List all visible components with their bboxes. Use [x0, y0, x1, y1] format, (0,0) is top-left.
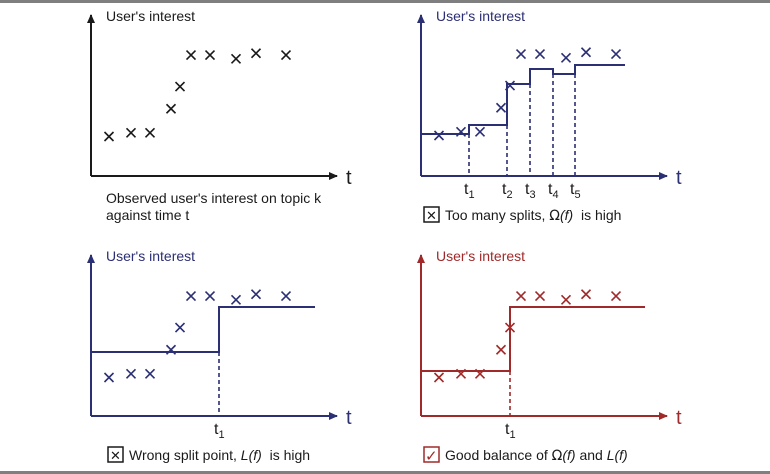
- caption-arg: (f): [562, 447, 575, 463]
- step-function: [421, 306, 645, 372]
- caption-arg-2: (f): [615, 447, 628, 463]
- x-axis-label: t: [676, 167, 682, 189]
- caption-line-2: against time t: [106, 207, 189, 223]
- caption-suffix: is high: [262, 447, 310, 463]
- split-label-4: t4: [548, 181, 559, 201]
- data-point-marker: [515, 49, 527, 60]
- svg-text:Wrong split point, L(f) is hi: Wrong split point, L(f) is high: [129, 447, 310, 463]
- x-axis-label: t: [346, 167, 352, 189]
- data-points: [433, 289, 622, 383]
- data-point-marker: [230, 53, 242, 64]
- data-point-marker: [560, 52, 572, 63]
- caption: ✕ Wrong split point, L(f) is high: [107, 446, 310, 464]
- panel-observed: User's interest t Observed user's intere…: [87, 8, 352, 223]
- split-label-1: t1: [214, 421, 225, 441]
- cross-checkbox: [423, 206, 440, 223]
- data-point-marker: [174, 81, 186, 92]
- data-point-marker: [230, 294, 242, 305]
- data-point-marker: [280, 50, 292, 61]
- data-point-marker: [610, 49, 622, 60]
- data-points: [103, 48, 292, 142]
- step-function: [421, 64, 625, 135]
- data-point-marker: [433, 372, 445, 383]
- data-point-marker: [560, 294, 572, 305]
- split-label-1: t1: [505, 421, 516, 441]
- data-point-marker: [580, 47, 592, 58]
- data-point-marker: [125, 368, 137, 379]
- data-point-marker: [174, 322, 186, 333]
- check-checkbox: [423, 446, 440, 463]
- bottom-rule: [0, 471, 770, 474]
- split-label-5: t5: [570, 181, 581, 201]
- data-point-marker: [204, 50, 216, 61]
- panel-wrong-split: User's interest t t1 ✕ Wrong split point…: [87, 248, 352, 464]
- caption-arg: (f): [249, 447, 262, 463]
- data-point-marker: [185, 50, 197, 61]
- cross-checkbox: [107, 446, 124, 463]
- cross-mark-icon: ✕: [110, 449, 121, 464]
- data-point-marker: [534, 49, 546, 60]
- cross-mark-icon: ✕: [426, 209, 437, 224]
- data-point-marker: [610, 291, 622, 302]
- caption: ✓ Good balance of Ω(f) and L(f): [423, 446, 628, 465]
- data-point-marker: [103, 372, 115, 383]
- caption-suffix: is high: [573, 207, 621, 223]
- svg-text:Too many splits, Ω(f) is high: Too many splits, Ω(f) is high: [445, 207, 621, 224]
- y-axis-label: User's interest: [106, 248, 195, 264]
- caption: ✕ Too many splits, Ω(f) is high: [423, 206, 621, 224]
- caption-prefix: Good balance of: [445, 447, 552, 463]
- split-label-3: t3: [525, 181, 536, 201]
- caption-arg: (f): [560, 207, 573, 223]
- caption-symbol: L: [241, 447, 249, 463]
- caption-symbol: Ω: [549, 208, 560, 224]
- y-axis-label: User's interest: [436, 248, 525, 264]
- top-rule: [0, 0, 770, 3]
- panel-good-balance: User's interest t t1 ✓ Good balance of Ω…: [417, 248, 682, 465]
- data-point-marker: [504, 322, 516, 333]
- data-point-marker: [280, 291, 292, 302]
- data-point-marker: [504, 80, 516, 91]
- caption-symbol-2: L: [607, 447, 615, 463]
- y-axis-label: User's interest: [436, 8, 525, 24]
- data-point-marker: [250, 289, 262, 300]
- data-points: [103, 289, 292, 383]
- data-point-marker: [125, 127, 137, 138]
- caption-mid: and: [576, 447, 607, 463]
- data-point-marker: [474, 368, 486, 379]
- x-axis-label: t: [676, 407, 682, 429]
- check-mark-icon: ✓: [425, 447, 438, 465]
- data-point-marker: [165, 344, 177, 355]
- data-point-marker: [474, 126, 486, 137]
- data-point-marker: [495, 102, 507, 113]
- data-point-marker: [204, 291, 216, 302]
- caption-prefix: Wrong split point,: [129, 447, 241, 463]
- data-point-marker: [103, 131, 115, 142]
- data-point-marker: [185, 291, 197, 302]
- data-point-marker: [495, 344, 507, 355]
- step-function: [91, 306, 315, 353]
- data-point-marker: [144, 368, 156, 379]
- caption-line-1: Observed user's interest on topic k: [106, 190, 322, 206]
- data-points: [433, 47, 622, 141]
- data-point-marker: [165, 103, 177, 114]
- split-label-2: t2: [502, 181, 513, 201]
- data-point-marker: [250, 48, 262, 59]
- caption-prefix: Too many splits,: [445, 207, 549, 223]
- x-axis-label: t: [346, 407, 352, 429]
- caption-symbol: Ω: [552, 448, 563, 464]
- data-point-marker: [580, 289, 592, 300]
- data-point-marker: [455, 126, 467, 137]
- data-point-marker: [455, 368, 467, 379]
- y-axis-label: User's interest: [106, 8, 195, 24]
- data-point-marker: [433, 130, 445, 141]
- data-point-marker: [515, 291, 527, 302]
- data-point-marker: [534, 291, 546, 302]
- panel-too-many-splits: User's interest t t1 t2 t3 t4 t5 ✕ Too m…: [417, 8, 682, 224]
- data-point-marker: [144, 127, 156, 138]
- split-label-1: t1: [464, 181, 475, 201]
- svg-text:Good balance of Ω(f) and L(f): Good balance of Ω(f) and L(f): [445, 447, 628, 464]
